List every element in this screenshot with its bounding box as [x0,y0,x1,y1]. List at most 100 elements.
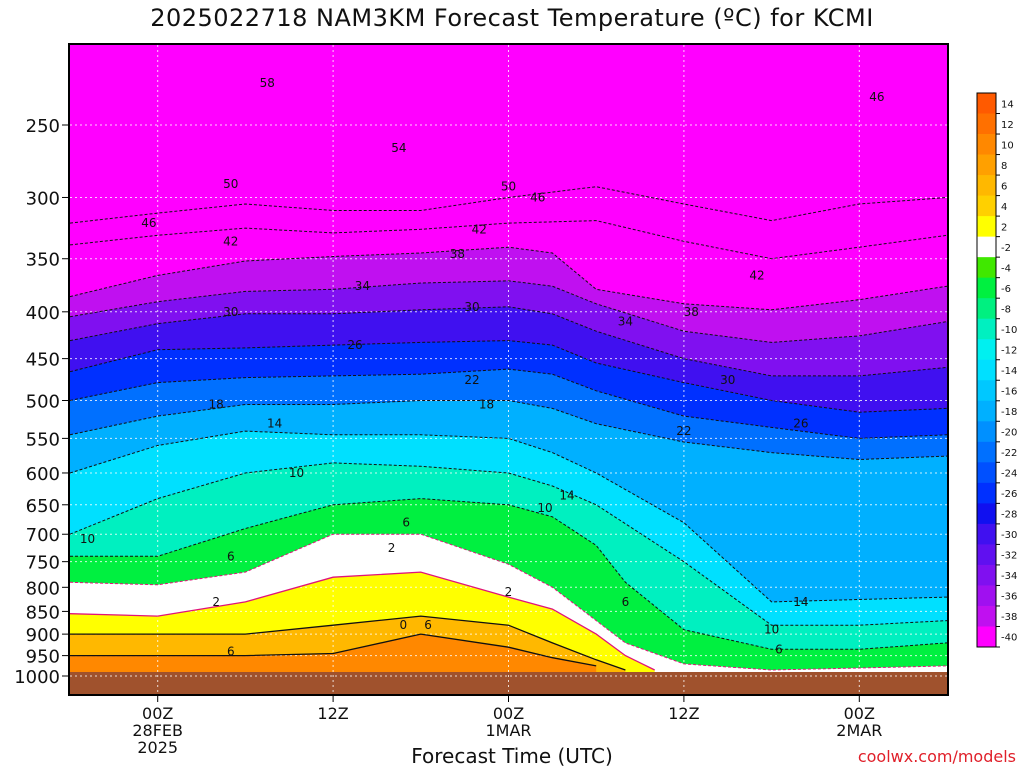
y-tick-label: 400 [26,303,60,324]
colorbar-label: -40 [1001,633,1017,644]
isotherm-label: 14 [559,489,574,503]
colorbar-frame [976,92,997,648]
colorbar-label: -36 [1001,592,1017,603]
isotherm-label: 0 [399,618,407,632]
colorbar-swatch [977,421,996,443]
isotherm-label: 10 [537,501,552,515]
colorbar-label: -32 [1001,551,1017,562]
ground-layer [70,672,947,694]
colorbar-swatch [977,195,996,217]
isotherm-label: 14 [793,595,808,609]
y-tick-label: 800 [26,578,60,599]
colorbar-label: 2 [1001,222,1007,233]
isotherm-label: 30 [464,300,479,314]
colorbar-swatch [977,441,996,463]
colorbar-swatch [977,93,996,114]
isotherm-label: 50 [223,177,238,191]
isotherm--6 [70,498,948,650]
colorbar-swatch [977,339,996,361]
isotherm-label: 54 [391,141,406,155]
isotherm--42 [69,220,948,260]
colorbar-swatch [977,380,996,402]
isotherm-label: 10 [289,466,304,480]
isotherm-label: 14 [267,417,282,431]
colorbar-swatch [977,175,996,196]
colorbar-label: -34 [1001,571,1017,582]
isotherm--2 [69,533,948,671]
isotherm--22 [69,368,948,439]
colorbar-label: -26 [1001,489,1017,500]
colorbar-label: -30 [1001,530,1017,541]
isotherm--26 [69,340,948,413]
isotherm-label: 6 [227,549,235,563]
colorbar-label: -18 [1001,407,1017,418]
ground-fill [70,672,947,694]
y-tick-label: 750 [26,553,60,574]
isotherm-label: 2 [212,595,220,609]
colorbar-label: -16 [1001,387,1017,398]
isotherm-label: 38 [450,247,465,261]
isotherm-label: 46 [869,90,884,104]
isotherm-label: 34 [618,315,633,329]
y-tick-label: 700 [26,525,60,546]
isotherm--46 [69,186,948,224]
isotherm-label: 10 [764,623,779,637]
colorbar-label: 14 [1001,99,1014,110]
isotherm-label: 10 [80,532,95,546]
colorbar-swatch [977,359,996,381]
isotherm--30 [69,306,948,377]
x-tick-label: 2025 [137,738,178,757]
colorbar-swatch [977,236,996,258]
isotherm-label: 26 [347,338,362,352]
colorbar-label: -4 [1001,263,1011,274]
isotherm-10 [70,633,597,667]
isotherm-label: 42 [472,222,487,236]
y-tick-label: 500 [26,392,60,413]
colorbar-swatch [977,134,996,155]
colorbar-swatch [977,400,996,422]
colorbar-label: 8 [1001,161,1007,172]
isotherm-label: 6 [227,644,235,658]
isotherm-label: 46 [530,190,545,204]
x-tick-label: 00Z [844,704,875,723]
y-tick-label: 350 [26,250,60,271]
isotherm-label: 22 [676,424,691,438]
colorbar-swatch [977,503,996,525]
colorbar-label: -24 [1001,469,1017,480]
colorbar-swatch [977,257,996,279]
isotherm-label: 6 [622,595,630,609]
isotherm-label: 30 [720,373,735,387]
isotherm-contours [69,186,948,671]
x-tick-label: 00Z [142,704,173,723]
x-tick-label: 28FEB [132,721,183,740]
y-tick-label: 850 [26,602,60,623]
colorbar-swatch [977,605,996,627]
isotherm-label: 26 [793,417,808,431]
y-tick-label: 950 [26,647,60,668]
y-tick-label: 900 [26,625,60,646]
isotherm-label: 2 [505,585,513,599]
isotherm-label: 58 [260,76,275,90]
x-axis-label: Forecast Time (UTC) [411,744,613,768]
chart-title: 2025022718 NAM3KM Forecast Temperature (… [150,4,874,32]
colorbar-swatch [977,626,996,648]
credit-text: coolwx.com/models [857,747,1016,766]
colorbar-label: -14 [1001,366,1017,377]
y-tick-label: 650 [26,496,60,517]
colorbar-label: 12 [1001,120,1014,131]
isotherm-label: 6 [775,642,783,656]
isotherm-label: 18 [479,397,494,411]
colorbar-swatch [977,585,996,607]
y-tick-label: 1000 [14,667,60,688]
colorbar-label: -20 [1001,428,1017,439]
y-tick-label: 300 [26,188,60,209]
x-tick-label: 1MAR [485,721,531,740]
isotherm-label: 18 [209,397,224,411]
isotherm-label: 50 [501,180,516,194]
colorbar-label: -12 [1001,345,1017,356]
colorbar-label: -28 [1001,510,1017,521]
isotherm-6 [70,615,626,671]
colorbar-label: -8 [1001,304,1011,315]
